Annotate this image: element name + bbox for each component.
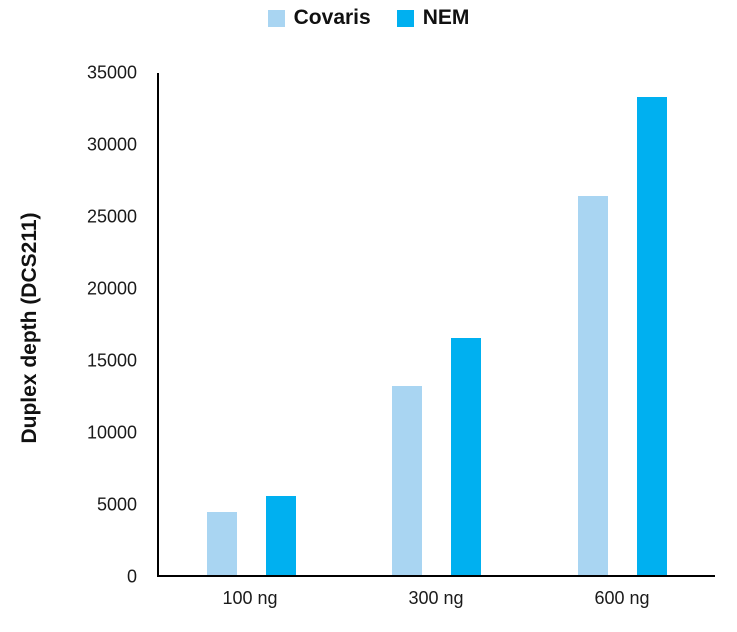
bar-group-600-ng <box>577 73 667 575</box>
bar-covaris-600-ng <box>577 196 608 575</box>
y-tick-label-30000: 30000 <box>86 134 137 155</box>
legend-item-nem: NEM <box>396 6 470 30</box>
x-tick-label-300-ng: 300 ng <box>408 588 464 608</box>
legend-swatch-nem <box>396 9 414 27</box>
bar-group-100-ng <box>207 73 297 575</box>
y-axis-ticks: 0 5000 10000 15000 20000 25000 30000 35000 <box>0 63 147 587</box>
bar-nem-300-ng <box>451 338 482 575</box>
y-tick-label-15000: 15000 <box>86 350 137 371</box>
x-tick-label-100-ng: 100 ng <box>222 588 278 608</box>
y-tick-label-5000: 5000 <box>96 494 137 515</box>
bar-covaris-100-ng <box>207 511 238 575</box>
bar-group-300-ng <box>392 73 482 575</box>
bar-nem-100-ng <box>266 496 297 575</box>
legend-label-covaris: Covaris <box>293 6 371 29</box>
y-tick-label-0: 0 <box>126 566 137 587</box>
y-tick-label-35000: 35000 <box>86 62 137 83</box>
y-tick-label-25000: 25000 <box>86 206 137 227</box>
bar-nem-600-ng <box>636 97 667 575</box>
chart-legend: Covaris NEM <box>0 6 737 30</box>
x-axis-labels: 100 ng 300 ng 600 ng <box>157 588 715 609</box>
legend-label-nem: NEM <box>422 6 470 29</box>
y-tick-label-10000: 10000 <box>86 422 137 443</box>
legend-item-covaris: Covaris <box>267 6 371 30</box>
x-tick-label-600-ng: 600 ng <box>594 588 650 608</box>
plot-area <box>157 73 715 577</box>
y-tick-label-20000: 20000 <box>86 278 137 299</box>
legend-swatch-covaris <box>267 9 285 27</box>
bar-covaris-300-ng <box>392 385 423 575</box>
